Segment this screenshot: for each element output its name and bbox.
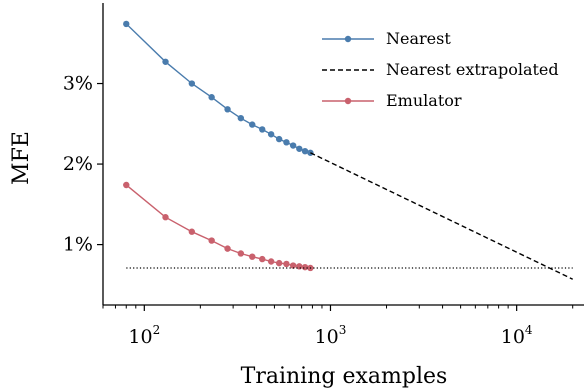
data-point-emulator xyxy=(208,237,215,244)
axes: 1% 2% 3% 102 103 104 xyxy=(63,3,584,348)
data-point-emulator xyxy=(301,263,309,271)
data-point-nearest xyxy=(283,139,290,146)
y-axis-label: MFE xyxy=(9,131,34,185)
data-point-emulator xyxy=(237,250,245,257)
legend: Nearest Nearest extrapolated Emulator xyxy=(322,29,559,110)
x-tick-label: 103 xyxy=(315,323,347,348)
data-point-nearest xyxy=(267,131,275,138)
data-point-emulator xyxy=(162,214,169,221)
legend-marker-nearest xyxy=(344,35,352,43)
legend-label-emulator: Emulator xyxy=(386,91,462,110)
data-point-nearest xyxy=(289,142,297,149)
y-tick-label: 1% xyxy=(63,234,93,256)
data-point-nearest xyxy=(296,145,303,152)
x-axis-label: Training examples xyxy=(241,364,448,389)
data-point-emulator xyxy=(188,228,196,235)
data-point-emulator xyxy=(123,181,130,189)
series-line-nearest-extrapolated xyxy=(310,152,574,280)
data-point-nearest xyxy=(259,126,266,133)
y-tick-label: 2% xyxy=(63,153,93,175)
data-point-emulator xyxy=(267,258,275,265)
data-point-emulator xyxy=(275,259,283,267)
data-point-nearest xyxy=(123,20,130,28)
plot-area xyxy=(123,20,574,280)
data-point-nearest xyxy=(224,106,231,113)
data-point-emulator xyxy=(289,262,297,269)
data-point-nearest xyxy=(307,149,314,156)
legend-label-nearest-extrapolated: Nearest extrapolated xyxy=(386,60,559,79)
data-point-nearest xyxy=(188,80,196,87)
data-point-nearest xyxy=(301,147,309,155)
legend-marker-emulator xyxy=(344,97,352,105)
data-point-nearest xyxy=(237,114,245,122)
data-point-emulator xyxy=(259,255,266,263)
data-point-emulator xyxy=(283,260,290,268)
data-point-nearest xyxy=(275,135,283,143)
y-tick-label: 3% xyxy=(63,73,93,95)
x-tick-label: 104 xyxy=(501,323,533,348)
series-line-nearest xyxy=(125,23,311,154)
data-point-emulator xyxy=(249,253,256,260)
data-point-nearest xyxy=(208,94,215,101)
data-point-nearest xyxy=(162,58,169,65)
x-tick-label: 102 xyxy=(128,323,160,348)
series-line-emulator xyxy=(125,184,311,269)
data-point-nearest xyxy=(249,121,256,128)
legend-label-nearest: Nearest xyxy=(386,29,451,48)
data-point-emulator xyxy=(224,245,231,252)
